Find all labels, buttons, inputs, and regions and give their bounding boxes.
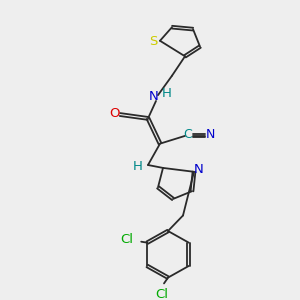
Text: Cl: Cl	[155, 288, 169, 300]
Text: C: C	[184, 128, 192, 141]
Text: H: H	[162, 87, 172, 100]
Text: H: H	[133, 160, 143, 173]
Text: S: S	[149, 35, 157, 48]
Text: Cl: Cl	[121, 233, 134, 246]
Text: N: N	[205, 128, 215, 141]
Text: N: N	[194, 164, 204, 176]
Text: N: N	[149, 90, 159, 103]
Text: O: O	[109, 107, 119, 120]
